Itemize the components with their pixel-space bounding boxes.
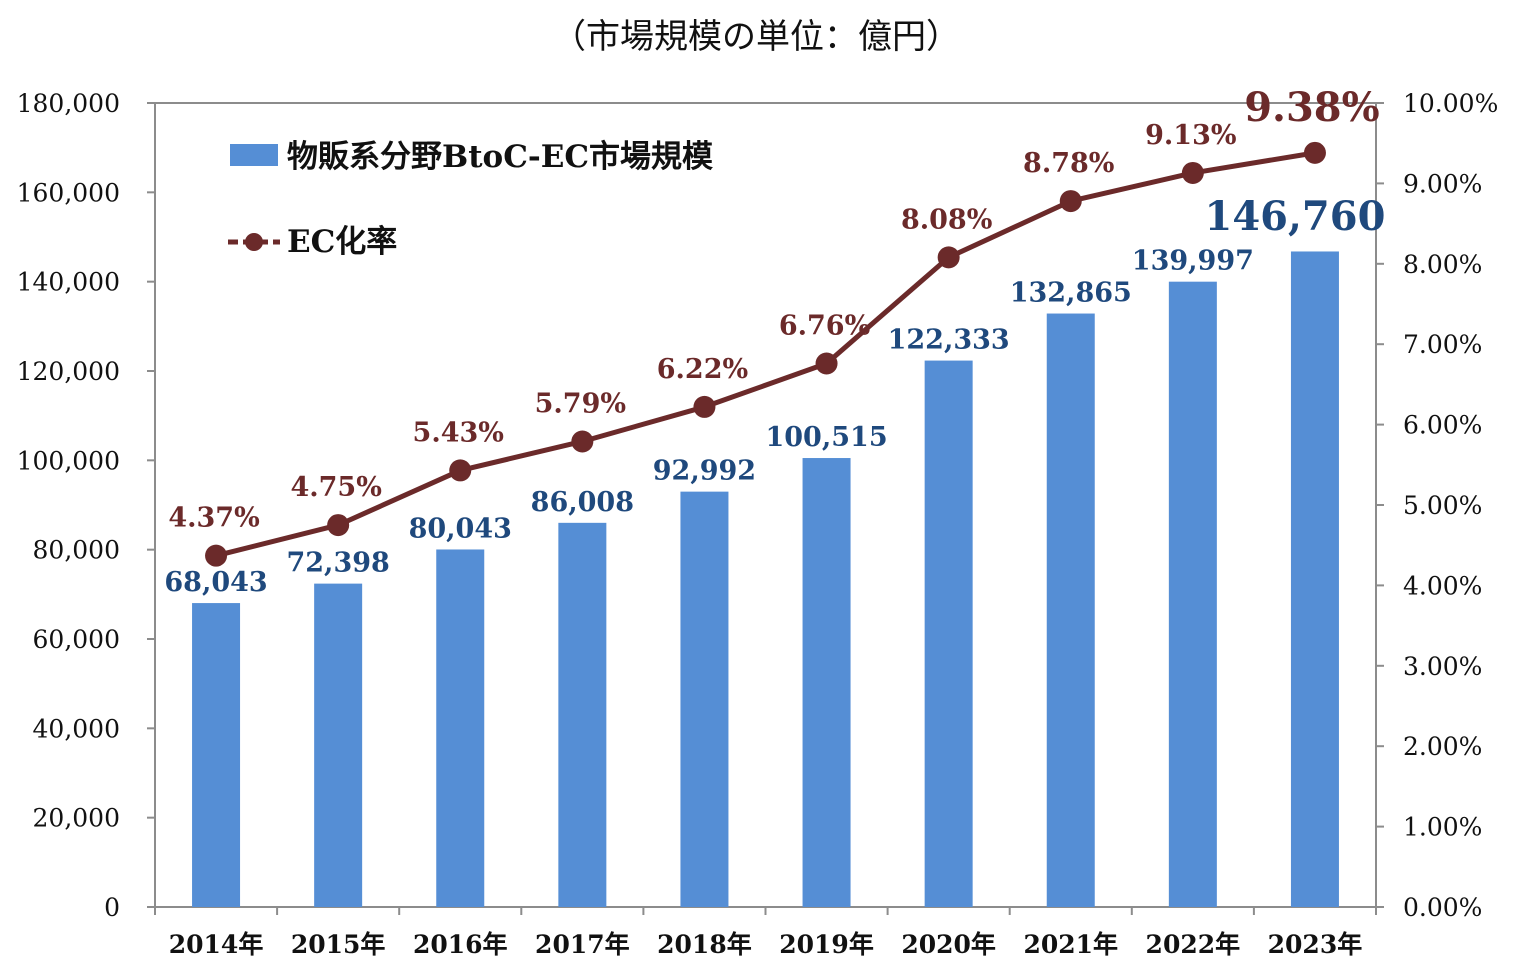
bar (558, 522, 607, 907)
ec-rate-marker (693, 395, 716, 418)
ec-rate-label: 5.43% (413, 417, 504, 448)
x-tick-label: 2022年 (1146, 930, 1241, 959)
y-right-tick-label: 9.00% (1403, 169, 1482, 198)
ec-rate-marker (449, 459, 472, 482)
x-tick-label: 2021年 (1023, 930, 1118, 959)
x-tick-label: 2015年 (291, 930, 386, 959)
y-left-tick-label: 20,000 (33, 804, 120, 833)
bar-value-label: 80,043 (409, 513, 512, 544)
ec-rate-label: 5.79% (535, 388, 626, 419)
bar-value-label: 100,515 (765, 422, 887, 453)
ec-rate-marker (815, 352, 838, 375)
left-axis: 0 20,000 40,000 60,000 80,000 100,000 120,000 1… (17, 89, 155, 922)
bar (680, 491, 729, 907)
ec-rate-marker (1059, 190, 1082, 213)
x-axis: 2014年 2015年 2016年 2017年 2018年 2019年 2020年 2021年… (154, 907, 1377, 959)
bar-value-label: 122,333 (888, 325, 1010, 356)
bar-value-label: 139,997 (1132, 246, 1254, 277)
ec-rate-line (215, 150, 1316, 559)
y-right-tick-label: 0.00% (1403, 893, 1482, 922)
x-tick-label: 2018年 (657, 930, 752, 959)
legend-line-label: EC化率 (287, 224, 397, 260)
legend-bar-swatch (230, 144, 278, 166)
ec-rate-label: 8.08% (901, 204, 992, 235)
y-left-tick-label: 160,000 (17, 178, 120, 207)
x-tick-label: 2019年 (779, 930, 874, 959)
bar-value-label: 86,008 (531, 487, 634, 518)
bar (1046, 313, 1095, 907)
y-left-tick-label: 180,000 (17, 89, 120, 118)
y-left-tick-label: 80,000 (33, 536, 120, 565)
y-right-tick-label: 8.00% (1403, 250, 1482, 279)
y-right-tick-label: 1.00% (1403, 813, 1482, 842)
y-right-tick-label: 3.00% (1403, 652, 1482, 681)
y-left-tick-label: 120,000 (17, 357, 120, 386)
y-right-tick-label: 5.00% (1403, 491, 1482, 520)
right-axis: 0.00% 1.00% 2.00% 3.00% 4.00% 5.00% 6.00% 7.00%… (1376, 89, 1498, 922)
x-tick-label: 2014年 (169, 930, 264, 959)
bar-series (192, 251, 1339, 908)
ec-rate-label: 6.22% (657, 354, 748, 385)
y-left-tick-label: 0 (104, 893, 120, 922)
bar (1168, 281, 1217, 907)
bar (924, 360, 973, 908)
legend-line-marker (245, 233, 263, 251)
ec-rate-marker (327, 514, 350, 537)
ec-rate-label: 4.75% (290, 472, 381, 503)
ec-rate-label: 6.76% (779, 310, 870, 341)
ec-rate-label: 4.37% (168, 503, 259, 534)
y-left-tick-label: 60,000 (33, 625, 120, 654)
y-right-tick-label: 10.00% (1403, 89, 1498, 118)
bar (192, 603, 241, 907)
bar (802, 458, 851, 907)
x-tick-label: 2016年 (413, 930, 508, 959)
legend-bar-label: 物販系分野BtoC-EC市場規模 (287, 139, 713, 175)
ec-rate-marker (1181, 161, 1204, 184)
bar (436, 549, 485, 907)
bar (314, 583, 363, 907)
y-right-tick-label: 4.00% (1403, 571, 1482, 600)
y-right-tick-label: 2.00% (1403, 732, 1482, 761)
x-tick-label: 2020年 (901, 930, 996, 959)
ec-rate-marker (571, 430, 594, 453)
ec-rate-label: 9.13% (1145, 120, 1236, 151)
y-left-tick-label: 140,000 (17, 268, 120, 297)
ec-rate-marker (937, 246, 960, 269)
ec-rate-marker (1303, 141, 1326, 164)
bar-value-label: 68,043 (164, 567, 267, 598)
y-right-tick-label: 7.00% (1403, 330, 1482, 359)
line-series: 68,043 72,398 80,043 86,008 92,992 100,515 122… (164, 84, 1385, 598)
ec-rate-label: 8.78% (1023, 148, 1114, 179)
chart-title: （市場規模の単位：億円） (552, 17, 960, 57)
legend: 物販系分野BtoC-EC市場規模 EC化率 (228, 139, 713, 260)
bar-value-label: 92,992 (653, 456, 756, 487)
bar-value-label: 146,760 (1204, 193, 1385, 240)
y-left-tick-label: 100,000 (17, 446, 120, 475)
bar-value-label: 72,398 (286, 548, 389, 579)
ec-rate-label: 9.38% (1244, 84, 1379, 131)
bar (1290, 251, 1339, 908)
y-right-tick-label: 6.00% (1403, 411, 1482, 440)
x-tick-label: 2017年 (535, 930, 630, 959)
ec-rate-marker (205, 544, 228, 567)
x-tick-label: 2023年 (1268, 930, 1363, 959)
y-left-tick-label: 40,000 (33, 714, 120, 743)
bar-value-label: 132,865 (1010, 278, 1132, 309)
